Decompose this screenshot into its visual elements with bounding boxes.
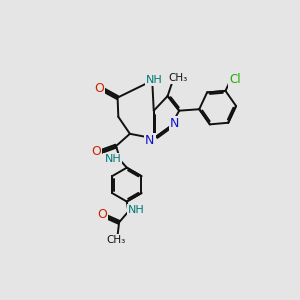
Text: N: N [170, 117, 179, 130]
Text: NH: NH [105, 154, 121, 164]
Text: NH: NH [128, 205, 144, 215]
Text: O: O [94, 82, 104, 95]
Text: O: O [91, 145, 101, 158]
Text: NH: NH [146, 75, 163, 85]
Text: Cl: Cl [230, 73, 241, 86]
Text: O: O [97, 208, 107, 221]
Text: CH₃: CH₃ [169, 73, 188, 82]
Text: N: N [145, 134, 154, 147]
Text: CH₃: CH₃ [106, 235, 126, 245]
